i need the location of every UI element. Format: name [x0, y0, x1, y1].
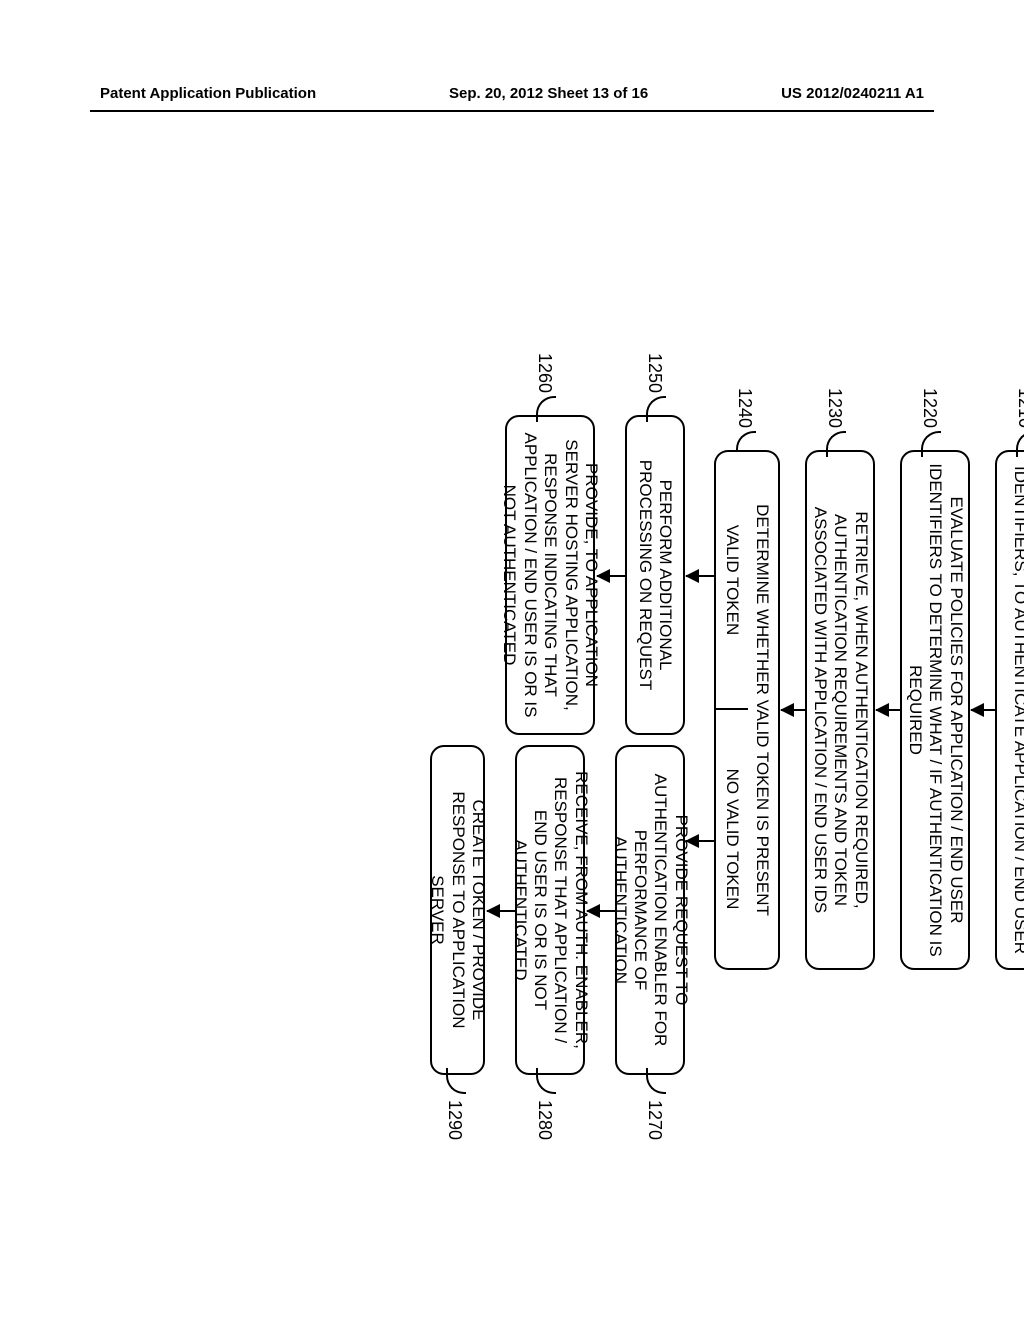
curve-1210 — [1016, 431, 1024, 457]
curve-1230 — [826, 431, 846, 457]
box-1290-text: CREATE TOKEN / PROVIDE RESPONSE TO APPLI… — [427, 757, 488, 1063]
arrow-1220-1230 — [876, 709, 900, 711]
header-left: Patent Application Publication — [100, 85, 316, 102]
box-1280: RECEIVE, FROM AUTH. ENABLER, RESPONSE TH… — [515, 745, 585, 1075]
ref-1230: 1230 — [824, 388, 845, 428]
box-valid-token: VALID TOKEN — [714, 450, 748, 710]
box-1280-text: RECEIVE, FROM AUTH. ENABLER, RESPONSE TH… — [509, 757, 591, 1063]
curve-1260 — [536, 396, 556, 422]
curve-1290 — [446, 1068, 466, 1094]
curve-1250 — [646, 396, 666, 422]
ref-1270: 1270 — [644, 1100, 665, 1140]
ref-1260: 1260 — [534, 353, 555, 393]
valid-token-text: VALID TOKEN — [722, 525, 742, 636]
no-valid-token-text: NO VALID TOKEN — [722, 769, 742, 910]
box-1240: DETERMINE WHETHER VALID TOKEN IS PRESENT — [746, 450, 780, 970]
header-right: US 2012/0240211 A1 — [781, 85, 924, 102]
box-1270: PROVIDE REQUEST TO AUTHENTICATION ENABLE… — [615, 745, 685, 1075]
box-1260: PROVIDE, TO APPLICATION SERVER HOSTING A… — [505, 415, 595, 735]
arrow-1210-1220 — [971, 709, 995, 711]
box-1240-text: DETERMINE WHETHER VALID TOKEN IS PRESENT — [752, 504, 772, 916]
ref-1210: 1210 — [1014, 388, 1024, 428]
box-1260-text: PROVIDE, TO APPLICATION SERVER HOSTING A… — [499, 427, 601, 723]
arrow-1280-1290 — [487, 910, 515, 912]
ref-1290: 1290 — [444, 1100, 465, 1140]
box-1250: PERFORM ADDITIONAL PROCESSING ON REQUEST — [625, 415, 685, 735]
ref-1280: 1280 — [534, 1100, 555, 1140]
box-1210: RECEIVE REQUEST, WITH APPLICATION / END … — [995, 450, 1024, 970]
arrow-1250-1260 — [597, 575, 625, 577]
arrow-1270-1280 — [587, 910, 615, 912]
page-header: Patent Application Publication Sep. 20, … — [0, 85, 1024, 102]
box-1290: CREATE TOKEN / PROVIDE RESPONSE TO APPLI… — [430, 745, 485, 1075]
curve-1270 — [646, 1068, 666, 1094]
box-no-valid-token: NO VALID TOKEN — [714, 708, 748, 970]
arrow-1230-1240 — [781, 709, 805, 711]
header-center: Sep. 20, 2012 Sheet 13 of 16 — [449, 85, 648, 102]
box-1210-text: RECEIVE REQUEST, WITH APPLICATION / END … — [1010, 462, 1024, 958]
arrow-valid-1250 — [686, 575, 714, 577]
box-1220-text: EVALUATE POLICIES FOR APPLICATION / END … — [904, 462, 965, 958]
ref-1240: 1240 — [734, 388, 755, 428]
ref-1250: 1250 — [644, 353, 665, 393]
box-1250-text: PERFORM ADDITIONAL PROCESSING ON REQUEST — [635, 427, 676, 723]
header-rule — [90, 110, 934, 112]
box-1230-text: RETRIEVE, WHEN AUTHENTICATION REQUIRED, … — [809, 462, 870, 958]
curve-1220 — [921, 431, 941, 457]
box-1220: EVALUATE POLICIES FOR APPLICATION / END … — [900, 450, 970, 970]
curve-1280 — [536, 1068, 556, 1094]
figure-12-flowchart: 1200 FIG. 12 RECEIVE REQUEST, WITH APPLI… — [5, 220, 1005, 1100]
box-1230: RETRIEVE, WHEN AUTHENTICATION REQUIRED, … — [805, 450, 875, 970]
box-1270-text: PROVIDE REQUEST TO AUTHENTICATION ENABLE… — [609, 757, 691, 1063]
ref-1220: 1220 — [919, 388, 940, 428]
